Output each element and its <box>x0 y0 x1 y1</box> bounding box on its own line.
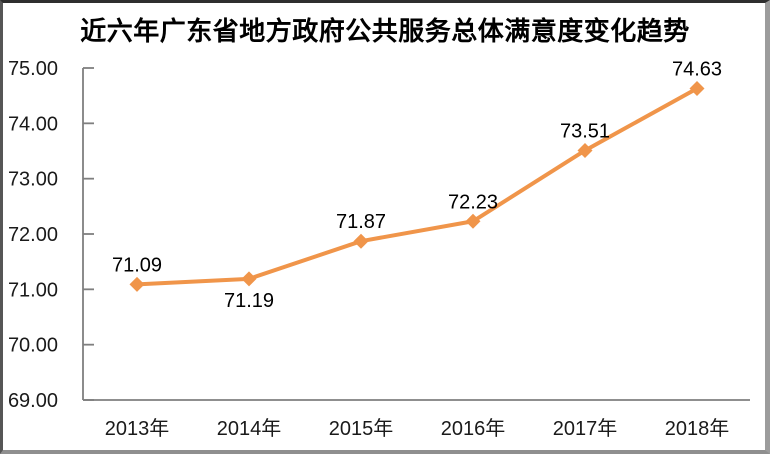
satisfaction-trend-line <box>135 86 699 287</box>
y-axis-tick-label: 70.00 <box>8 335 58 357</box>
data-point-marker <box>689 80 705 96</box>
y-axis-tick-label: 74.00 <box>8 113 58 135</box>
x-axis-category-label: 2015年 <box>329 417 394 440</box>
x-axis-category-label: 2014年 <box>217 417 282 440</box>
data-point-label: 71.19 <box>224 290 274 312</box>
data-point-label: 71.09 <box>112 254 162 276</box>
data-point-label: 71.87 <box>336 211 386 233</box>
data-point-marker <box>577 142 593 158</box>
y-axis-tick-label: 73.00 <box>8 169 58 191</box>
data-point-marker <box>465 213 481 229</box>
x-axis-category-label: 2013年 <box>105 417 170 440</box>
data-point-marker <box>353 233 369 249</box>
x-axis-category-label: 2018年 <box>665 417 730 440</box>
y-axis-tick-label: 71.00 <box>8 279 58 301</box>
data-point-label: 73.51 <box>560 120 610 142</box>
data-point-marker <box>241 271 257 287</box>
y-axis-tick-label: 75.00 <box>8 58 58 80</box>
x-axis-category-label: 2017年 <box>553 417 618 440</box>
data-point-marker <box>129 276 145 292</box>
chart-title: 近六年广东省地方政府公共服务总体满意度变化趋势 <box>80 17 690 46</box>
y-axis-tick-label: 69.00 <box>8 390 58 412</box>
data-point-label: 72.23 <box>448 191 498 213</box>
x-axis-category-label: 2016年 <box>441 417 506 440</box>
y-axis-tick-label: 72.00 <box>8 224 58 246</box>
data-point-label: 74.63 <box>672 58 722 80</box>
